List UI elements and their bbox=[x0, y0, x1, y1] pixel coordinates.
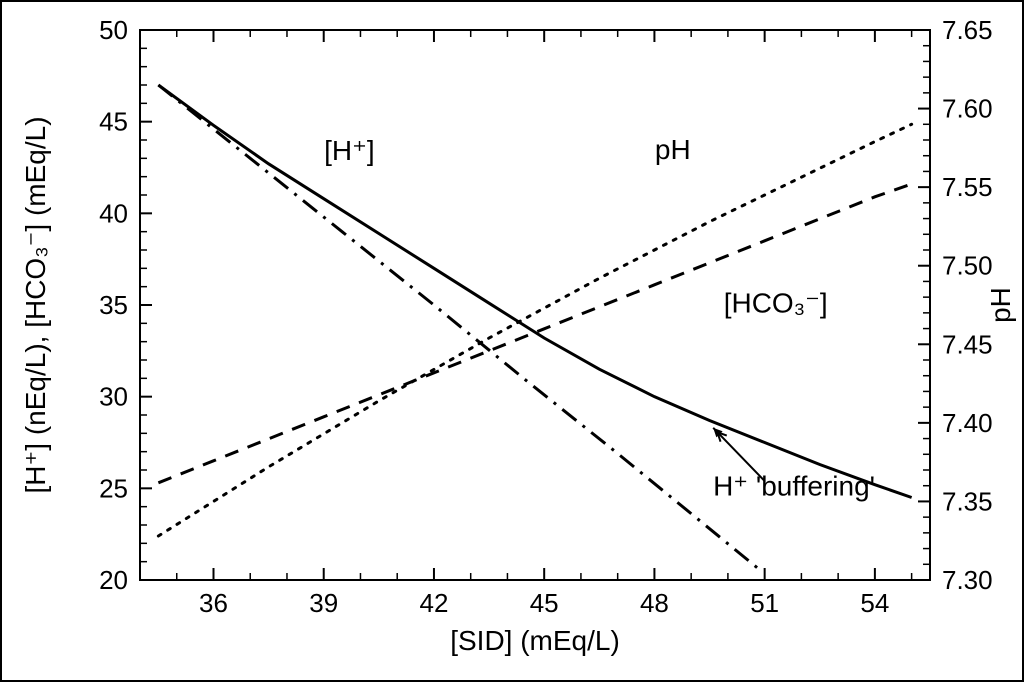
y-right-axis-label: pH bbox=[985, 287, 1016, 323]
label-HCO3: [HCO₃⁻] bbox=[724, 287, 828, 318]
svg-text:7.35: 7.35 bbox=[942, 486, 993, 516]
svg-text:7.45: 7.45 bbox=[942, 329, 993, 359]
svg-text:7.50: 7.50 bbox=[942, 251, 993, 281]
svg-text:51: 51 bbox=[750, 588, 779, 618]
svg-text:7.65: 7.65 bbox=[942, 15, 993, 45]
acid-base-chart: 36 39 42 45 48 51 54 20 25 30 35 40 45 50 7.30 7.35 7.40… bbox=[0, 0, 1024, 682]
svg-text:7.30: 7.30 bbox=[942, 565, 993, 595]
label-H_buffering: H⁺ 'buffering' bbox=[713, 471, 875, 502]
svg-text:48: 48 bbox=[640, 588, 669, 618]
svg-text:42: 42 bbox=[419, 588, 448, 618]
svg-text:39: 39 bbox=[309, 588, 338, 618]
svg-text:20: 20 bbox=[99, 565, 128, 595]
y-left-axis-label: [H⁺] (nEq/L), [HCO₃⁻] (mEq/L) bbox=[20, 116, 51, 493]
svg-text:35: 35 bbox=[99, 290, 128, 320]
svg-text:25: 25 bbox=[99, 473, 128, 503]
svg-text:7.55: 7.55 bbox=[942, 172, 993, 202]
svg-text:45: 45 bbox=[99, 107, 128, 137]
label-pH: pH bbox=[655, 134, 691, 165]
svg-text:7.40: 7.40 bbox=[942, 408, 993, 438]
chart-container: 36 39 42 45 48 51 54 20 25 30 35 40 45 50 7.30 7.35 7.40… bbox=[0, 0, 1024, 682]
label-H_plus: [H⁺] bbox=[324, 135, 375, 166]
y-left-axis: 20 25 30 35 40 45 50 bbox=[99, 15, 152, 595]
svg-text:7.60: 7.60 bbox=[942, 94, 993, 124]
x-axis-label: [SID] (mEq/L) bbox=[450, 625, 620, 656]
svg-text:45: 45 bbox=[530, 588, 559, 618]
x-axis: 36 39 42 45 48 51 54 bbox=[140, 30, 912, 618]
svg-text:50: 50 bbox=[99, 15, 128, 45]
svg-text:36: 36 bbox=[199, 588, 228, 618]
svg-text:40: 40 bbox=[99, 198, 128, 228]
svg-text:54: 54 bbox=[860, 588, 889, 618]
svg-text:30: 30 bbox=[99, 382, 128, 412]
